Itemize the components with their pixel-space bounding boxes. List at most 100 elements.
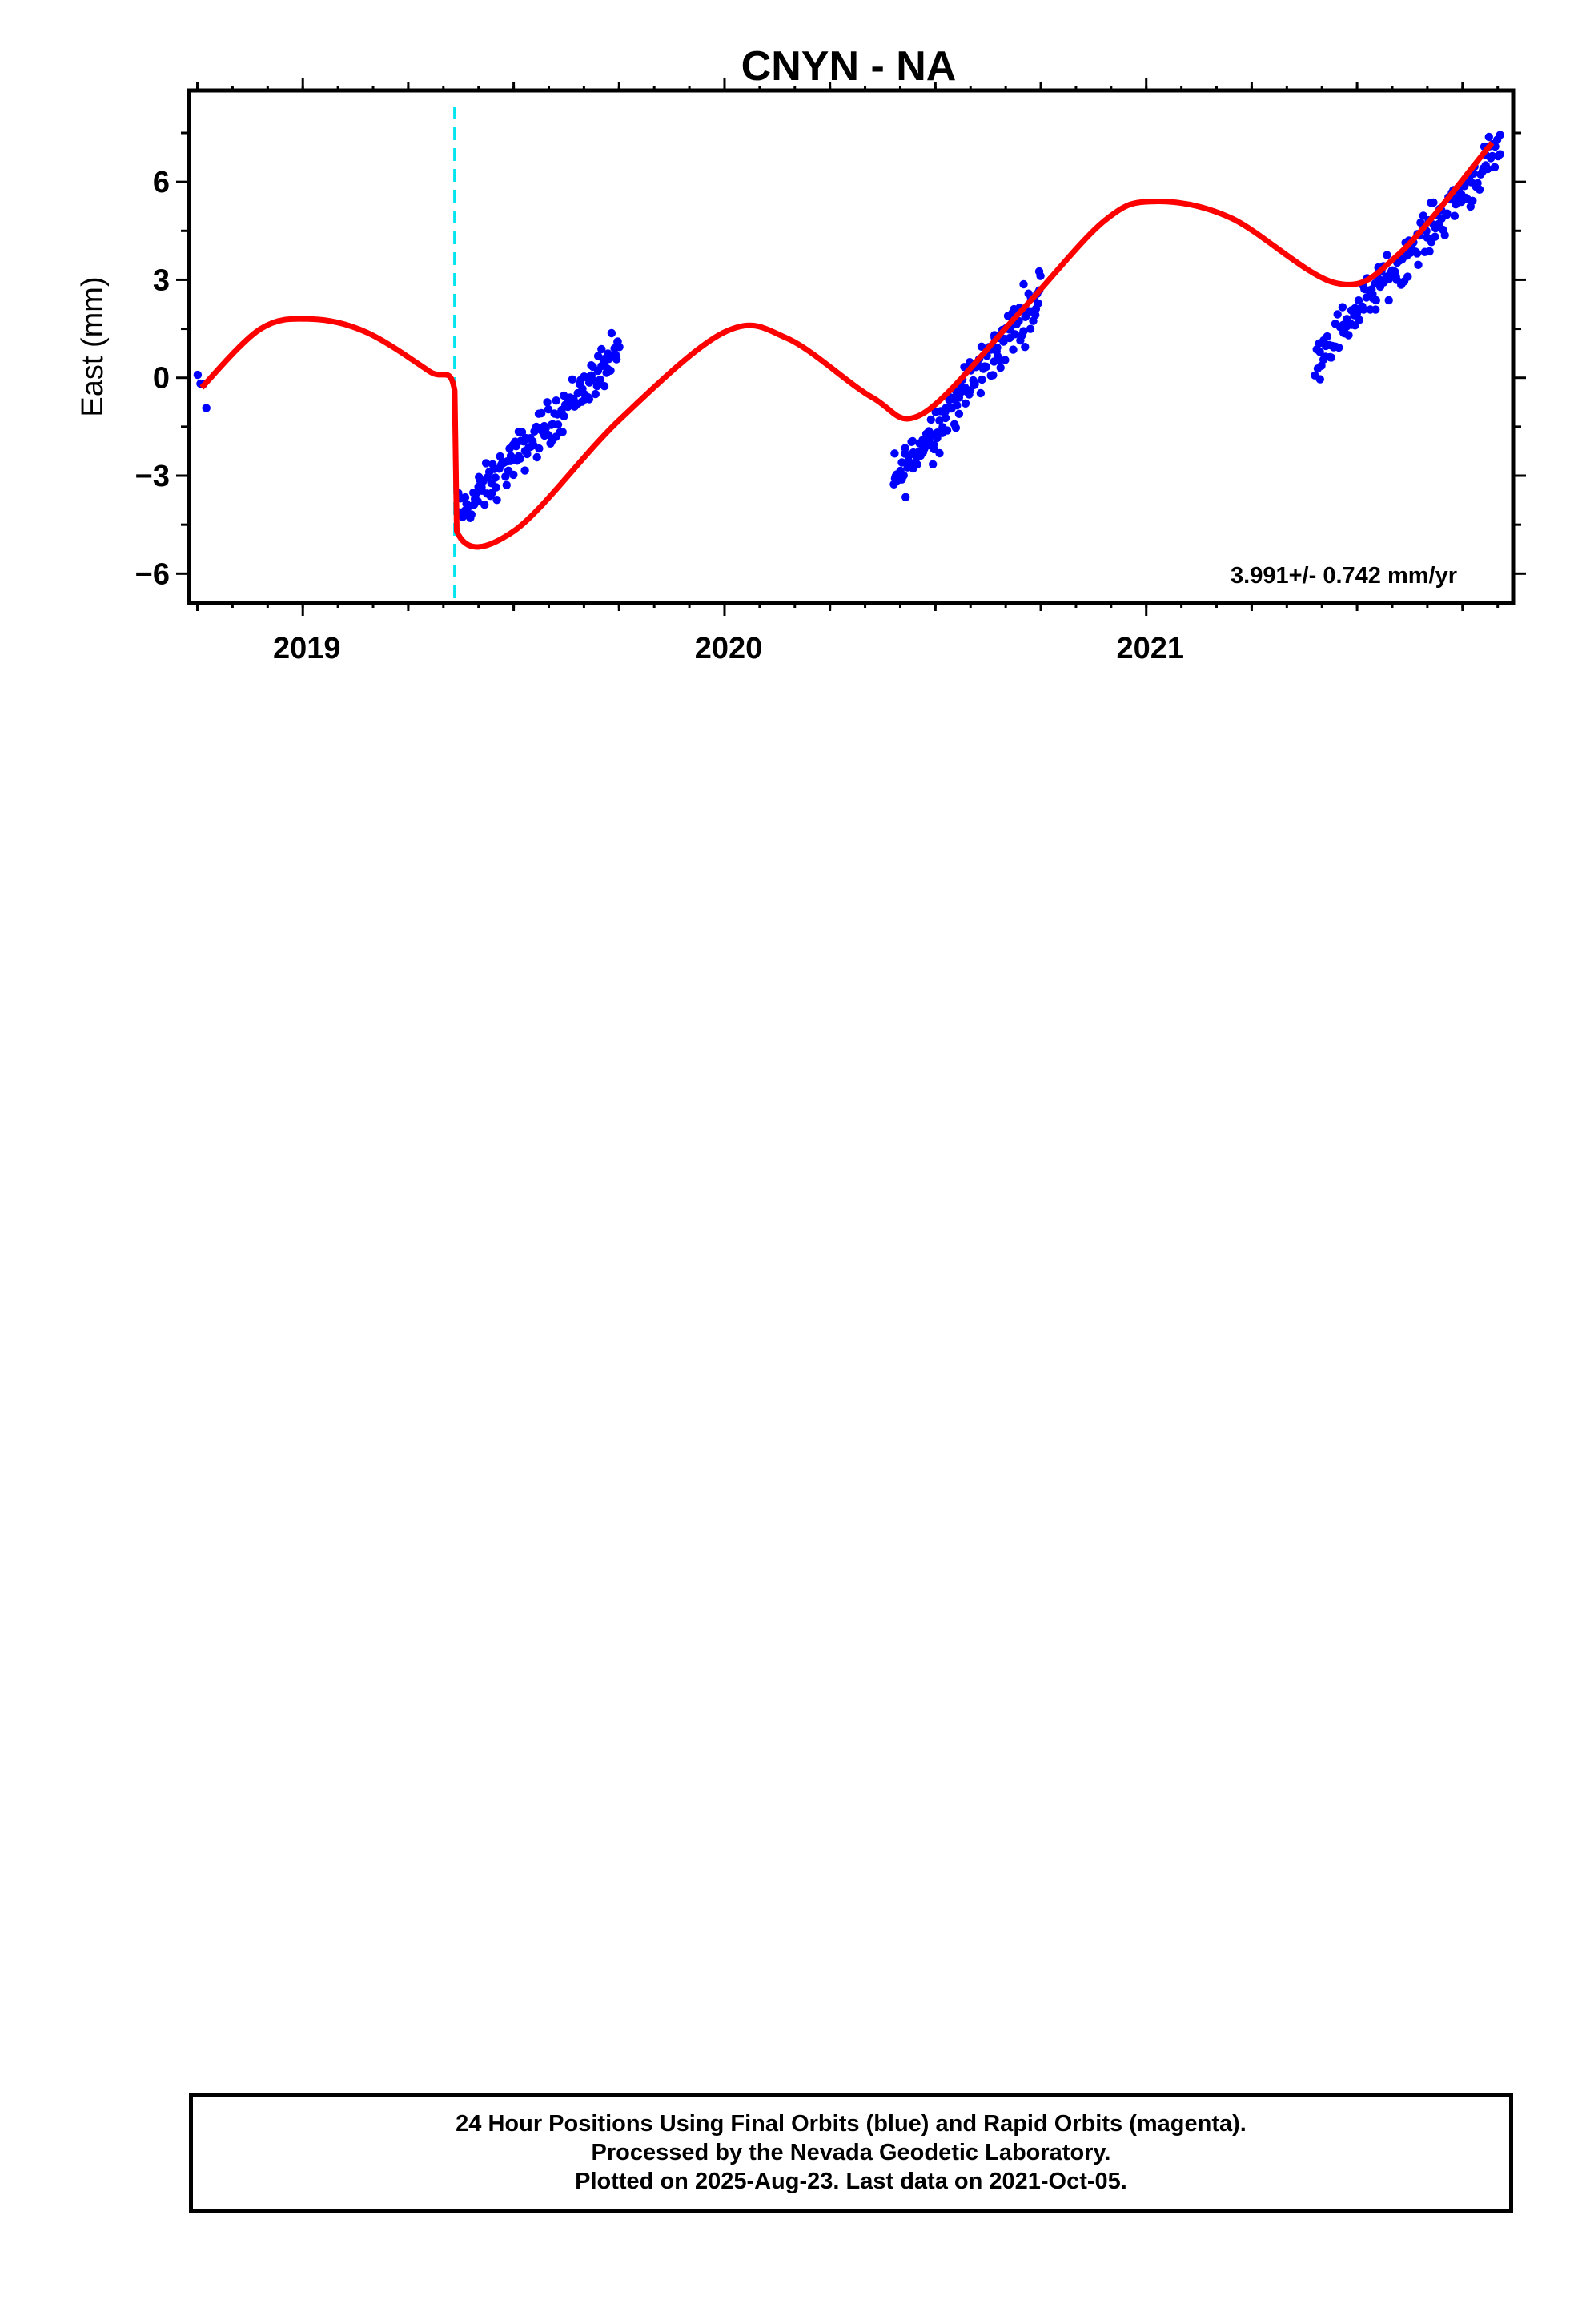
- observation-point: [1014, 1125, 1022, 1133]
- observation-point: [939, 1627, 947, 1635]
- observation-point: [935, 448, 944, 458]
- observation-point: [1018, 1462, 1026, 1470]
- observation-point: [1406, 1798, 1414, 1806]
- observation-point: [488, 869, 496, 877]
- observation-point: [496, 859, 504, 867]
- observation-point: [1383, 963, 1391, 971]
- observation-point: [1019, 1480, 1027, 1488]
- observation-point: [928, 1642, 936, 1651]
- observation-point: [196, 1829, 204, 1837]
- observation-point: [923, 981, 931, 989]
- observation-point: [1398, 1811, 1406, 1819]
- observation-point: [1014, 1129, 1022, 1137]
- north-rate-label: -0.602+/- 2.659 mm/yr: [1223, 758, 1457, 783]
- observation-point: [598, 1646, 606, 1654]
- observation-point: [1364, 937, 1372, 945]
- observation-point: [1335, 924, 1343, 932]
- observation-point: [1395, 982, 1403, 990]
- observation-point: [566, 1650, 574, 1658]
- observation-point: [989, 371, 998, 380]
- observation-point: [597, 1635, 605, 1643]
- observation-point: [601, 1634, 609, 1642]
- observation-point: [989, 1092, 997, 1100]
- north-observations: [193, 816, 1504, 1184]
- observation-point: [999, 1462, 1007, 1470]
- observation-point: [562, 989, 570, 997]
- observation-point: [1318, 888, 1326, 896]
- observation-point: [1447, 1008, 1455, 1016]
- observation-point: [1363, 1816, 1371, 1824]
- observation-point: [958, 1502, 966, 1510]
- observation-point: [1002, 1107, 1010, 1115]
- observation-point: [508, 903, 516, 911]
- observation-point: [1332, 1844, 1340, 1852]
- observation-point: [607, 1629, 615, 1637]
- observation-point: [537, 913, 545, 921]
- observation-point: [538, 1662, 546, 1670]
- observation-point: [588, 996, 596, 1004]
- observation-point: [982, 1498, 990, 1506]
- observation-point: [1026, 324, 1035, 333]
- observation-point: [591, 389, 600, 399]
- observation-point: [1397, 1793, 1405, 1801]
- observation-point: [1327, 1849, 1335, 1857]
- observation-point: [552, 396, 560, 405]
- observation-point: [547, 953, 555, 961]
- observation-point: [1327, 924, 1335, 932]
- observation-point: [992, 1492, 1000, 1500]
- observation-point: [456, 834, 464, 842]
- up-observations: [193, 1440, 1504, 1869]
- observation-point: [468, 1581, 476, 1589]
- observation-point: [910, 1618, 918, 1626]
- observation-point: [1464, 1032, 1472, 1040]
- observation-point: [980, 1482, 988, 1490]
- observation-point: [508, 907, 516, 915]
- observation-point: [936, 1626, 944, 1634]
- observation-point: [1359, 305, 1368, 314]
- observation-point: [1403, 272, 1412, 281]
- observation-point: [1471, 1767, 1479, 1775]
- observation-point: [1351, 1831, 1359, 1839]
- observation-point: [460, 493, 470, 502]
- observation-point: [1473, 179, 1482, 187]
- observation-point: [540, 1682, 548, 1690]
- observation-point: [460, 1585, 468, 1593]
- observation-point: [504, 1845, 512, 1853]
- y-tick-label: −10: [118, 1713, 170, 1747]
- observation-point: [1335, 1840, 1343, 1848]
- observation-point: [1431, 993, 1439, 1001]
- observation-point: [922, 1606, 930, 1614]
- observation-point: [1418, 1807, 1426, 1815]
- observation-point: [494, 1603, 502, 1611]
- observation-point: [1380, 1822, 1388, 1830]
- observation-point: [1336, 1835, 1344, 1843]
- observation-point: [493, 884, 501, 892]
- observation-point: [1315, 1853, 1323, 1861]
- observation-point: [464, 1560, 472, 1568]
- observation-point: [955, 1014, 963, 1022]
- observation-point: [1330, 1844, 1338, 1852]
- observation-point: [586, 1015, 594, 1023]
- observation-point: [1389, 1811, 1397, 1819]
- observation-point: [535, 928, 543, 936]
- observation-point: [1391, 1814, 1399, 1822]
- observation-point: [600, 1035, 608, 1043]
- observation-point: [1353, 915, 1361, 923]
- observation-point: [1355, 940, 1363, 948]
- observation-point: [1458, 1015, 1466, 1023]
- observation-point: [536, 944, 544, 952]
- observation-point: [589, 1650, 597, 1658]
- observation-point: [911, 1603, 919, 1611]
- observation-point: [1387, 1800, 1395, 1808]
- observation-point: [1360, 940, 1368, 948]
- chart-title: CNYN - NA: [741, 43, 957, 90]
- observation-point: [913, 1620, 921, 1628]
- observation-point: [1317, 899, 1325, 907]
- observation-point: [1391, 966, 1399, 974]
- observation-point: [1372, 1826, 1380, 1834]
- observation-point: [1378, 953, 1386, 961]
- observation-point: [1022, 1462, 1030, 1470]
- observation-point: [994, 1499, 1002, 1507]
- observation-point: [912, 1604, 920, 1612]
- observation-point: [514, 888, 522, 896]
